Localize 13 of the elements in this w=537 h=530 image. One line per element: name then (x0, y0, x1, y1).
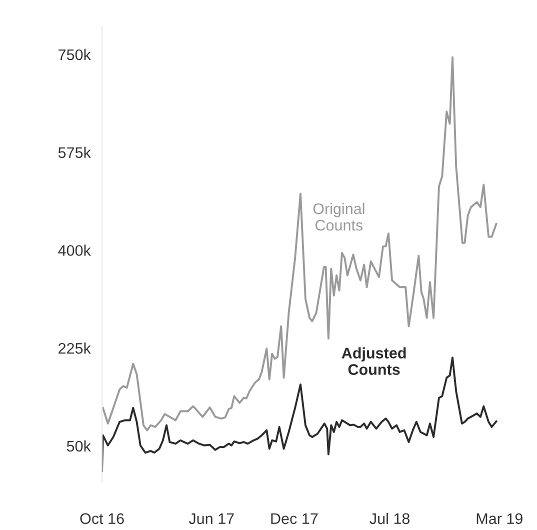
text: Adjusted Counts (342, 347, 406, 375)
x-tick-label: Jul 18 (370, 512, 410, 524)
y-tick-label: 400k (58, 244, 91, 256)
y-tick-label: 750k (58, 48, 91, 60)
x-tick-label: Mar 19 (476, 513, 522, 524)
x-tick-label: Jun 17 (188, 513, 234, 524)
y-tick-label: 225k (58, 342, 91, 354)
x-tick-label: Oct 16 (80, 513, 124, 524)
x-tick-label: Dec 17 (271, 513, 318, 524)
y-tick-label: 575k (58, 146, 91, 158)
series-label: Original Counts (313, 202, 364, 231)
line-series (102, 56, 498, 432)
y-tick-label: 50k (66, 440, 91, 452)
